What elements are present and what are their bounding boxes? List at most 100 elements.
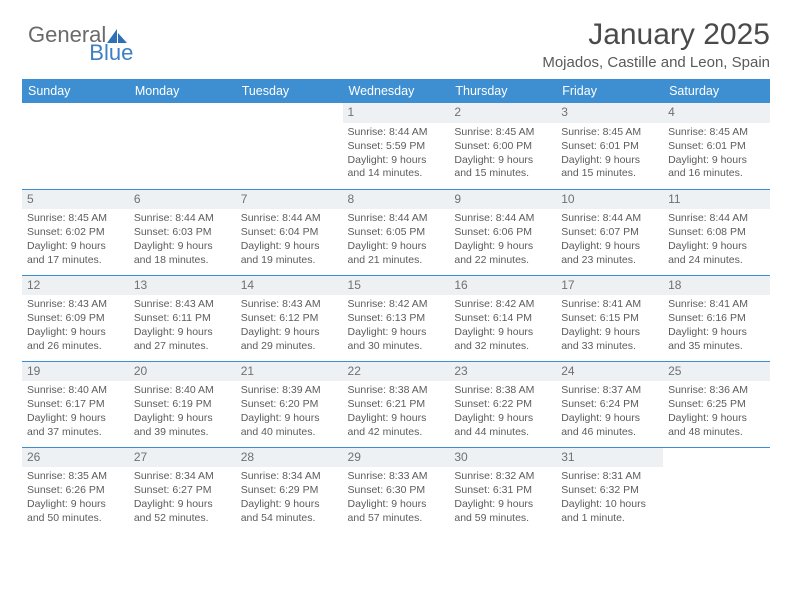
day-number: 7: [236, 190, 343, 210]
day-detail-line: Daylight: 9 hours: [134, 412, 231, 426]
day-detail-line: Sunrise: 8:44 AM: [348, 126, 445, 140]
weekday-header: Thursday: [449, 79, 556, 103]
calendar-week-row: 12 Sunrise: 8:43 AM Sunset: 6:09 PM Dayligh…: [22, 275, 770, 361]
day-detail-line: Sunrise: 8:41 AM: [561, 298, 658, 312]
day-detail-line: Daylight: 9 hours: [561, 154, 658, 168]
day-detail-line: Sunset: 6:24 PM: [561, 398, 658, 412]
day-number: 12: [22, 276, 129, 296]
day-detail-line: Daylight: 9 hours: [561, 240, 658, 254]
day-number: 4: [663, 103, 770, 123]
day-number: 22: [343, 362, 450, 382]
calendar-day-cell: 30Sunrise: 8:32 AMSunset: 6:31 PMDayligh…: [449, 447, 556, 533]
day-detail-line: Sunrise: 8:45 AM: [454, 126, 551, 140]
day-number: 3: [556, 103, 663, 123]
day-detail-line: and 42 minutes.: [348, 426, 445, 440]
calendar-day-cell: 22Sunrise: 8:38 AMSunset: 6:21 PMDayligh…: [343, 361, 450, 447]
day-detail-line: and 39 minutes.: [134, 426, 231, 440]
day-detail-line: Daylight: 9 hours: [668, 240, 765, 254]
calendar-day-cell: .: [129, 103, 236, 189]
day-number: 14: [236, 276, 343, 296]
day-detail-line: Sunset: 6:20 PM: [241, 398, 338, 412]
calendar-day-cell: 2Sunrise: 8:45 AMSunset: 6:00 PMDaylight…: [449, 103, 556, 189]
day-number: 25: [663, 362, 770, 382]
day-detail-line: and 23 minutes.: [561, 254, 658, 268]
day-detail-line: Sunrise: 8:43 AM: [134, 298, 231, 312]
day-number: 19: [22, 362, 129, 382]
weekday-header: Tuesday: [236, 79, 343, 103]
day-detail-line: and 21 minutes.: [348, 254, 445, 268]
calendar-day-cell: 26Sunrise: 8:35 AMSunset: 6:26 PMDayligh…: [22, 447, 129, 533]
day-detail-line: Daylight: 9 hours: [27, 498, 124, 512]
day-number: 26: [22, 448, 129, 468]
day-detail-line: Daylight: 9 hours: [668, 412, 765, 426]
day-detail-line: Sunset: 6:30 PM: [348, 484, 445, 498]
day-detail-line: Daylight: 9 hours: [348, 326, 445, 340]
calendar-day-cell: 15Sunrise: 8:42 AMSunset: 6:13 PMDayligh…: [343, 275, 450, 361]
calendar-day-cell: 28Sunrise: 8:34 AMSunset: 6:29 PMDayligh…: [236, 447, 343, 533]
day-detail-line: Daylight: 9 hours: [134, 240, 231, 254]
day-detail-line: Sunset: 6:09 PM: [27, 312, 124, 326]
day-number: 17: [556, 276, 663, 296]
day-detail-line: and 44 minutes.: [454, 426, 551, 440]
calendar-day-cell: 29Sunrise: 8:33 AMSunset: 6:30 PMDayligh…: [343, 447, 450, 533]
day-detail-line: Daylight: 9 hours: [348, 240, 445, 254]
calendar-day-cell: 5Sunrise: 8:45 AMSunset: 6:02 PMDaylight…: [22, 189, 129, 275]
day-detail-line: Sunrise: 8:44 AM: [134, 212, 231, 226]
weekday-header: Monday: [129, 79, 236, 103]
day-detail-line: Sunset: 6:05 PM: [348, 226, 445, 240]
day-detail-line: and 35 minutes.: [668, 340, 765, 354]
day-detail-line: and 33 minutes.: [561, 340, 658, 354]
day-detail-line: Daylight: 9 hours: [27, 412, 124, 426]
day-detail-line: Sunset: 6:27 PM: [134, 484, 231, 498]
calendar-week-row: 19Sunrise: 8:40 AMSunset: 6:17 PMDayligh…: [22, 361, 770, 447]
day-detail-line: Sunrise: 8:42 AM: [348, 298, 445, 312]
day-number: 31: [556, 448, 663, 468]
day-number: 6: [129, 190, 236, 210]
day-detail-line: Sunrise: 8:41 AM: [668, 298, 765, 312]
weekday-header: Saturday: [663, 79, 770, 103]
day-detail-line: Sunrise: 8:38 AM: [454, 384, 551, 398]
day-detail-line: and 52 minutes.: [134, 512, 231, 526]
weekday-header-row: Sunday Monday Tuesday Wednesday Thursday…: [22, 79, 770, 103]
day-detail-line: Daylight: 9 hours: [27, 240, 124, 254]
calendar-day-cell: 14Sunrise: 8:43 AMSunset: 6:12 PMDayligh…: [236, 275, 343, 361]
calendar-table: Sunday Monday Tuesday Wednesday Thursday…: [22, 79, 770, 533]
day-detail-line: Daylight: 9 hours: [454, 154, 551, 168]
day-detail-line: Sunset: 6:06 PM: [454, 226, 551, 240]
day-detail-line: Sunset: 6:16 PM: [668, 312, 765, 326]
calendar-day-cell: 8Sunrise: 8:44 AMSunset: 6:05 PMDaylight…: [343, 189, 450, 275]
day-detail-line: Sunrise: 8:31 AM: [561, 470, 658, 484]
day-number: 16: [449, 276, 556, 296]
day-detail-line: Sunset: 6:01 PM: [561, 140, 658, 154]
day-detail-line: Sunrise: 8:34 AM: [134, 470, 231, 484]
calendar-day-cell: 13Sunrise: 8:43 AMSunset: 6:11 PMDayligh…: [129, 275, 236, 361]
day-detail-line: Sunset: 6:14 PM: [454, 312, 551, 326]
day-detail-line: Sunset: 6:12 PM: [241, 312, 338, 326]
day-detail-line: Sunset: 6:04 PM: [241, 226, 338, 240]
day-detail-line: Sunset: 6:21 PM: [348, 398, 445, 412]
day-number: 9: [449, 190, 556, 210]
day-number: 21: [236, 362, 343, 382]
day-detail-line: Sunrise: 8:44 AM: [561, 212, 658, 226]
day-detail-line: Sunrise: 8:44 AM: [241, 212, 338, 226]
day-detail-line: and 15 minutes.: [561, 167, 658, 181]
day-detail-line: Daylight: 9 hours: [454, 412, 551, 426]
day-detail-line: Sunset: 6:17 PM: [27, 398, 124, 412]
weekday-header: Sunday: [22, 79, 129, 103]
day-detail-line: Sunset: 6:26 PM: [27, 484, 124, 498]
calendar-day-cell: 12Sunrise: 8:43 AMSunset: 6:09 PMDayligh…: [22, 275, 129, 361]
calendar-day-cell: 9Sunrise: 8:44 AMSunset: 6:06 PMDaylight…: [449, 189, 556, 275]
calendar-day-cell: 1Sunrise: 8:44 AMSunset: 5:59 PMDaylight…: [343, 103, 450, 189]
day-number: 28: [236, 448, 343, 468]
day-detail-line: and 32 minutes.: [454, 340, 551, 354]
calendar-day-cell: 7 Sunrise: 8:44 AMSunset: 6:04 PMDaylight…: [236, 189, 343, 275]
day-detail-line: Daylight: 9 hours: [241, 240, 338, 254]
calendar-day-cell: 20Sunrise: 8:40 AMSunset: 6:19 PMDayligh…: [129, 361, 236, 447]
day-detail-line: Daylight: 9 hours: [134, 326, 231, 340]
day-detail-line: and 57 minutes.: [348, 512, 445, 526]
day-detail-line: Sunrise: 8:40 AM: [134, 384, 231, 398]
day-detail-line: Sunset: 6:07 PM: [561, 226, 658, 240]
day-detail-line: Daylight: 9 hours: [561, 412, 658, 426]
calendar-body: ...1Sunrise: 8:44 AMSunset: 5:59 PMDayli…: [22, 103, 770, 533]
calendar-day-cell: 23Sunrise: 8:38 AMSunset: 6:22 PMDayligh…: [449, 361, 556, 447]
